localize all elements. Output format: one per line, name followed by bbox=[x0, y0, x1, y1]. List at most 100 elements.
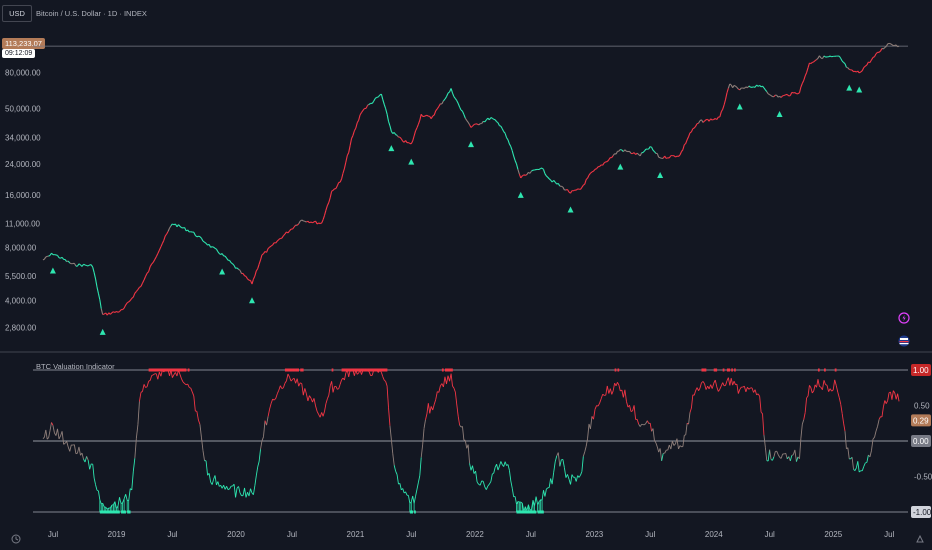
price-segment bbox=[416, 124, 419, 129]
undervalued-band bbox=[517, 510, 520, 514]
price-segment bbox=[169, 225, 172, 229]
indicator-chart[interactable]: 0.50 -0.50 1.00 0.29 0.00 -1.00 bbox=[0, 354, 932, 520]
undervalued-band bbox=[519, 510, 522, 514]
valuation-segment bbox=[446, 375, 449, 385]
price-chart[interactable]: 80,000.00 50,000.00 34,000.00 24,000.00 16,0… bbox=[0, 0, 932, 350]
buy-signal-arrow bbox=[467, 141, 474, 148]
price-segment bbox=[164, 233, 168, 237]
price-segment bbox=[247, 278, 250, 281]
overvalued-band bbox=[446, 368, 449, 372]
price-segment bbox=[316, 222, 319, 225]
price-segment bbox=[885, 43, 889, 47]
overvalued-band bbox=[364, 368, 367, 372]
valuation-segment bbox=[737, 389, 741, 394]
valuation-segment bbox=[611, 390, 614, 395]
scroll-right-icon[interactable] bbox=[915, 531, 925, 543]
valuation-segment bbox=[636, 419, 640, 425]
price-segment bbox=[858, 71, 862, 74]
valuation-segment bbox=[151, 374, 154, 376]
overvalued-band bbox=[297, 368, 300, 372]
buy-signal-arrow bbox=[856, 86, 863, 93]
price-segment bbox=[514, 160, 518, 165]
valuation-segment bbox=[229, 485, 232, 490]
valuation-segment bbox=[58, 435, 61, 440]
price-segment bbox=[178, 224, 181, 227]
price-segment bbox=[467, 122, 471, 126]
flash-icon[interactable] bbox=[898, 311, 910, 324]
price-segment bbox=[870, 57, 874, 61]
overvalued-band bbox=[148, 368, 151, 372]
price-segment bbox=[244, 275, 247, 277]
price-segment bbox=[373, 98, 376, 102]
price-segment bbox=[517, 169, 520, 175]
price-axis-tick: 16,000.00 bbox=[5, 191, 41, 200]
overvalued-band bbox=[343, 368, 345, 372]
valuation-segment bbox=[764, 447, 768, 461]
valuation-segment bbox=[326, 395, 330, 400]
overvalued-band bbox=[360, 368, 362, 372]
flag-icon[interactable] bbox=[898, 334, 910, 347]
valuation-segment bbox=[422, 428, 425, 445]
valuation-segment bbox=[769, 449, 772, 460]
valuation-segment bbox=[135, 424, 139, 439]
pane-separator[interactable] bbox=[0, 351, 932, 353]
overvalued-band bbox=[363, 368, 365, 372]
price-segment bbox=[580, 187, 583, 190]
overvalued-band bbox=[451, 368, 453, 372]
price-segment bbox=[267, 246, 270, 250]
valuation-segment bbox=[235, 487, 238, 498]
valuation-segment bbox=[760, 411, 763, 414]
valuation-segment bbox=[420, 444, 424, 458]
currency-button[interactable]: USD bbox=[2, 5, 32, 22]
valuation-segment bbox=[584, 446, 587, 452]
valuation-segment bbox=[795, 456, 799, 462]
countdown-label: 09:12:09 bbox=[2, 49, 36, 58]
indicator-last-label: 0.29 bbox=[913, 416, 929, 425]
valuation-segment bbox=[511, 488, 515, 497]
undervalued-band bbox=[121, 510, 123, 514]
valuation-segment bbox=[544, 489, 547, 497]
valuation-segment bbox=[831, 389, 834, 392]
valuation-segment bbox=[580, 471, 583, 476]
time-zone-icon[interactable] bbox=[11, 531, 21, 544]
price-segment bbox=[562, 186, 565, 191]
valuation-segment bbox=[464, 440, 468, 449]
valuation-segment bbox=[702, 381, 705, 385]
price-segment bbox=[160, 243, 163, 248]
valuation-segment bbox=[459, 424, 462, 428]
valuation-segment bbox=[843, 422, 846, 432]
valuation-segment bbox=[733, 381, 736, 385]
price-segment bbox=[664, 155, 667, 159]
time-axis-tick: 2022 bbox=[466, 530, 484, 539]
price-segment bbox=[329, 191, 333, 198]
overvalued-band bbox=[713, 368, 716, 372]
price-segment bbox=[258, 259, 262, 265]
valuation-segment bbox=[278, 385, 281, 391]
overvalued-band bbox=[382, 368, 385, 372]
valuation-segment bbox=[716, 386, 719, 392]
valuation-segment bbox=[184, 383, 187, 386]
valuation-segment bbox=[393, 465, 397, 472]
price-segment bbox=[423, 115, 426, 117]
valuation-segment bbox=[828, 388, 831, 392]
price-segment bbox=[166, 231, 169, 235]
time-axis[interactable]: Jul 2019 Jul 2020 Jul 2021 Jul 2022 Jul 2023 Jul 20… bbox=[0, 520, 932, 550]
valuation-segment bbox=[84, 456, 88, 463]
price-segment bbox=[488, 117, 492, 121]
price-segment bbox=[459, 106, 462, 111]
valuation-segment bbox=[785, 453, 788, 459]
price-segment bbox=[779, 95, 782, 98]
price-segment bbox=[272, 242, 275, 246]
price-segment bbox=[685, 139, 688, 144]
valuation-segment bbox=[578, 474, 581, 478]
valuation-segment bbox=[383, 379, 386, 382]
valuation-segment bbox=[656, 446, 660, 453]
valuation-segment bbox=[817, 379, 820, 387]
undervalued-band bbox=[105, 510, 108, 514]
price-segment bbox=[211, 246, 214, 248]
price-segment bbox=[345, 155, 348, 163]
price-segment bbox=[395, 134, 398, 136]
price-segment bbox=[678, 154, 681, 157]
price-segment bbox=[727, 83, 731, 89]
price-segment bbox=[464, 117, 468, 121]
